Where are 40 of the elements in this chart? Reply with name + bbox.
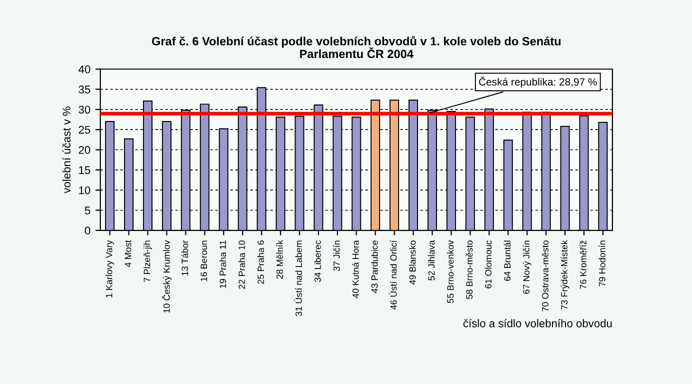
x-tick-label: 31 Ústí nad Labem — [294, 240, 302, 316]
x-tick-label: 64 Bruntál — [504, 240, 511, 281]
x-tick-label: 25 Praha 6 — [257, 240, 264, 284]
x-tick-label: 19 Praha 11 — [219, 240, 226, 288]
chart-title: Graf č. 6 Volební účast podle volebních obvodů v 1. kole voleb do Senátu Parlamentu ČR 2004 — [152, 36, 561, 58]
x-tick-label: 76 Kroměříž — [580, 240, 586, 289]
x-tick-label: 61 Olomouc — [484, 240, 492, 288]
y-tick-label: 0 — [84, 226, 90, 235]
x-tick-label: 10 Český Krumlov — [162, 240, 172, 313]
x-tick-label: 67 Nový Jičín — [522, 240, 532, 294]
x-tick-label: 28 Mělník — [276, 240, 283, 279]
x-tick-label: 4 Most — [124, 240, 132, 268]
x-tick-label: 1 Karlovy Vary — [106, 240, 114, 298]
y-tick-label: 25 — [78, 126, 90, 134]
y-tick-label: 5 — [84, 206, 90, 214]
x-tick-label: 34 Liberec — [314, 240, 321, 282]
y-tick-label: 30 — [78, 106, 90, 114]
x-tick-label: 22 Praha 10 — [238, 240, 246, 289]
x-tick-label: 58 Brno-město — [466, 240, 473, 299]
x-tick-label: 46 Ústí nad Orlicí — [388, 240, 397, 310]
x-tick-label: 79 Hodonín — [598, 240, 606, 286]
x-tick-label: 52 Jihlava — [428, 240, 435, 280]
y-tick-label: 15 — [79, 166, 90, 174]
x-axis-title: číslo a sídlo volebního obvodu — [463, 319, 612, 328]
y-tick-label: 35 — [78, 86, 90, 94]
x-tick-label: 49 Blansko — [409, 240, 416, 285]
x-tick-label: 13 Tábor — [181, 240, 188, 276]
x-tick-label: 70 Ostrava-město — [542, 240, 548, 312]
y-axis-title: volební účast v % — [62, 106, 71, 194]
x-tick-label: 43 Pardubice — [371, 240, 378, 294]
x-tick-label: 16 Beroun — [200, 240, 208, 282]
x-tick-label: 37 Jičín — [333, 240, 340, 271]
x-tick-label: 40 Kutná Hora — [352, 240, 359, 298]
ref-line-label: Česká republika: 28,97 % — [479, 76, 597, 88]
x-tick-label: 73 Frýdek-Místek — [560, 240, 570, 310]
y-tick-label: 40 — [78, 65, 90, 74]
x-tick-label: 55 Brno-venkov — [447, 240, 454, 303]
y-tick-label: 10 — [79, 186, 90, 194]
x-tick-label: 7 Plzeň-jih — [144, 240, 152, 282]
y-tick-label: 20 — [78, 146, 90, 154]
